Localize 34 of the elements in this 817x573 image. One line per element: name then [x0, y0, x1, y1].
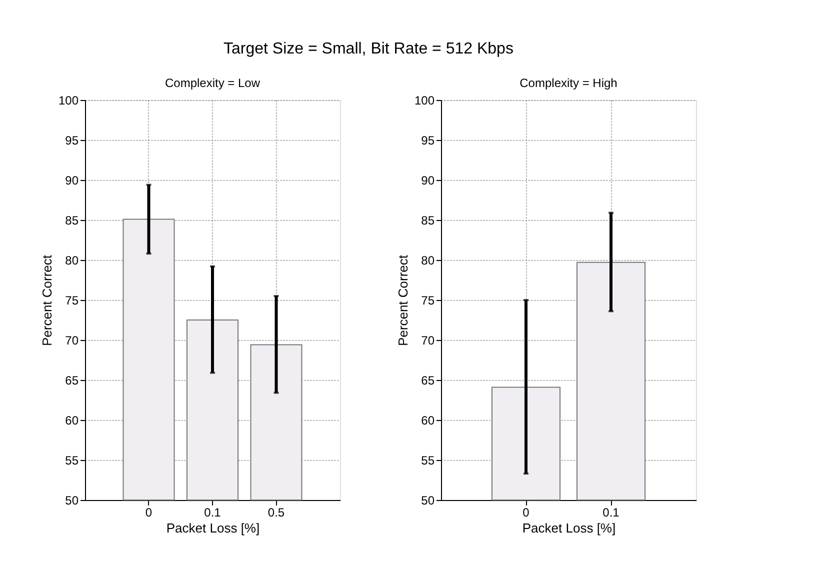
y-tick-label: 85: [65, 214, 79, 228]
x-tick-label: 0.5: [268, 506, 285, 520]
x-axis-title: Packet Loss [%]: [522, 520, 616, 536]
x-tick-label: 0: [522, 506, 530, 520]
chart-subtitle: Complexity = High: [520, 76, 618, 90]
y-tick-label: 75: [421, 294, 435, 308]
y-tick-label: 90: [421, 174, 435, 188]
y-tick-label: 100: [58, 94, 79, 108]
y-tick-label: 95: [65, 134, 79, 148]
x-tick-label: 0: [145, 506, 152, 520]
y-tick-label: 80: [421, 254, 435, 268]
x-tick-label: 0.1: [602, 506, 620, 520]
y-tick-label: 95: [421, 134, 435, 148]
x-tick-label: 0.1: [204, 506, 222, 520]
y-tick-label: 80: [65, 254, 79, 268]
y-tick-label: 50: [421, 494, 435, 508]
y-tick-label: 90: [65, 174, 79, 188]
y-tick-label: 65: [65, 374, 79, 388]
y-tick-label: 55: [65, 454, 79, 468]
y-tick-label: 75: [65, 294, 79, 308]
y-tick-label: 55: [421, 454, 435, 468]
y-tick-label: 70: [65, 334, 79, 348]
y-axis-title: Percent Correct: [395, 254, 410, 346]
y-tick-label: 100: [414, 94, 435, 108]
y-tick-label: 85: [421, 214, 435, 228]
y-tick-label: 60: [65, 414, 79, 428]
y-tick-label: 60: [421, 414, 435, 428]
y-axis-title: Percent Correct: [39, 254, 54, 346]
x-axis-title: Packet Loss [%]: [166, 520, 260, 536]
chart-subtitle: Complexity = Low: [164, 76, 260, 90]
y-tick-label: 65: [421, 374, 435, 388]
y-tick-label: 70: [421, 334, 435, 348]
chart-title: Target Size = Small, Bit Rate = 512 Kbps: [224, 40, 514, 58]
y-tick-label: 50: [65, 494, 79, 508]
